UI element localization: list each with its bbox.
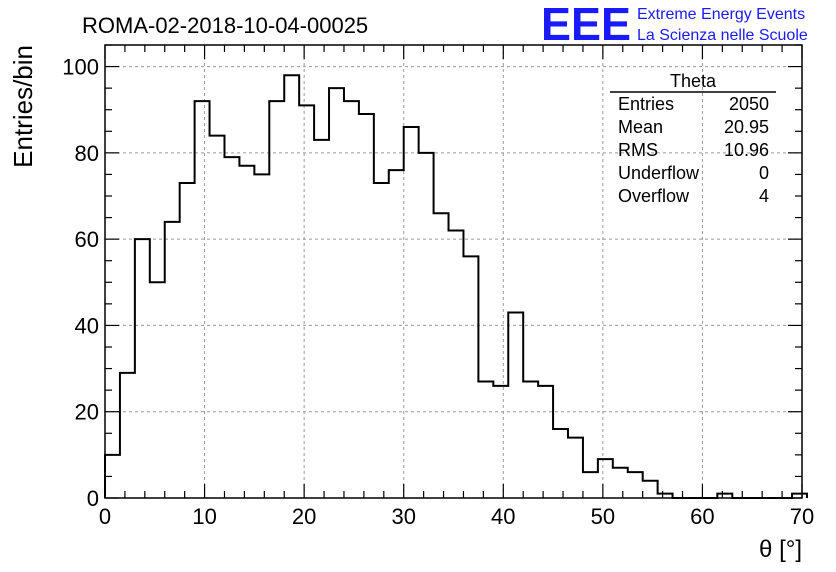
y-tick-label: 0 [87, 486, 99, 511]
x-tick-label: 50 [591, 504, 615, 529]
x-tick-label: 30 [391, 504, 415, 529]
plot-frame [104, 44, 803, 499]
stats-value-entries: 2050 [729, 94, 769, 114]
eee-logo: EEE Extreme Energy Events La Scienza nel… [541, 0, 808, 50]
histogram-series [104, 74, 808, 499]
x-tick-label: 70 [790, 504, 814, 529]
eee-logo-line2: La Scienza nelle Scuole [637, 27, 808, 44]
stats-label-rms: RMS [618, 140, 658, 160]
stats-label-overflow: Overflow [618, 186, 690, 206]
y-tick-labels: 0 20 40 60 80 100 [62, 55, 99, 511]
x-tick-label: 20 [292, 504, 316, 529]
stats-box-title: Theta [670, 71, 717, 91]
x-tick-label: 0 [99, 504, 111, 529]
y-tick-label: 40 [75, 313, 99, 338]
y-axis-label: Entries/bin [8, 45, 38, 168]
chart-title: ROMA-02-2018-10-04-00025 [82, 13, 368, 38]
stats-value-rms: 10.96 [724, 140, 769, 160]
eee-logo-line1: Extreme Energy Events [637, 6, 805, 23]
stats-value-mean: 20.95 [724, 117, 769, 137]
x-tick-labels: 0 10 20 30 40 50 60 70 [99, 504, 814, 529]
stats-box: Theta Entries 2050 Mean 20.95 RMS 10.96 … [610, 71, 776, 206]
stats-label-underflow: Underflow [618, 163, 700, 183]
x-tick-label: 10 [192, 504, 216, 529]
stats-label-mean: Mean [618, 117, 663, 137]
grid-lines [105, 45, 802, 498]
y-tick-label: 100 [62, 55, 99, 80]
stats-value-overflow: 4 [759, 186, 769, 206]
eee-logo-mark: EEE [541, 0, 631, 50]
stats-box-rows: Entries 2050 Mean 20.95 RMS 10.96 Underf… [618, 94, 769, 206]
stats-label-entries: Entries [618, 94, 674, 114]
x-axis-label: θ [°] [759, 536, 802, 563]
x-tick-label: 40 [491, 504, 515, 529]
y-tick-label: 20 [75, 400, 99, 425]
y-tick-label: 60 [75, 227, 99, 252]
y-tick-label: 80 [75, 141, 99, 166]
x-tick-label: 60 [690, 504, 714, 529]
stats-value-underflow: 0 [759, 163, 769, 183]
